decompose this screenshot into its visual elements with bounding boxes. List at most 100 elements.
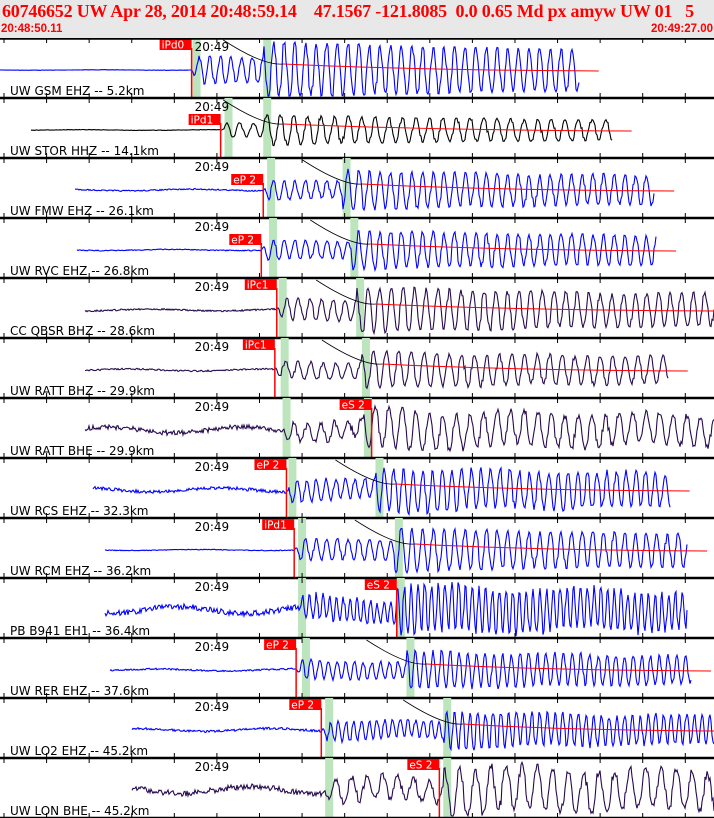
pick-label: eP 2 xyxy=(231,235,254,247)
phase-window-band xyxy=(263,38,272,98)
phase-window-band xyxy=(342,158,351,218)
tick-time-label: 20:49 xyxy=(195,760,230,774)
station-label: UW RCM EHZ -- 36.2km xyxy=(10,564,151,578)
waveform-line xyxy=(131,710,714,752)
pick-label-box xyxy=(159,39,192,50)
phase-window-band xyxy=(301,638,310,698)
waveform-line xyxy=(109,648,692,690)
trace-panel: 20:49 eS 2 UW RATT BHE -- 29.9km xyxy=(0,398,714,460)
tick-time-label: 20:49 xyxy=(195,280,230,294)
start-time: 20:48:50.11 xyxy=(1,23,63,35)
coda-fit-line xyxy=(376,303,714,312)
phase-window-band xyxy=(363,398,372,458)
station-label: UW RATT BHZ -- 29.9km xyxy=(10,384,155,398)
waveform-line xyxy=(131,760,714,818)
station-label: CC QBSR BHZ -- 28.6km xyxy=(10,324,155,338)
station-label: UW RATT BHE -- 29.9km xyxy=(10,444,154,458)
waveform-line xyxy=(92,466,671,517)
tick-time-label: 20:49 xyxy=(195,220,230,234)
pick-label: eP 2 xyxy=(266,640,289,652)
waveform-line xyxy=(84,286,714,336)
coda-fit-line xyxy=(414,543,708,552)
phase-window-band xyxy=(298,578,307,638)
phase-window-band xyxy=(224,98,233,158)
trace-panel: 20:49 iPc1 CC QBSR BHZ -- 28.6km xyxy=(0,278,714,340)
pick-label-box xyxy=(242,339,275,350)
pick-label-box xyxy=(262,519,295,530)
phase-window-band xyxy=(298,518,307,578)
event-title: 60746652 UW Apr 28, 2014 20:48:59.14 47.… xyxy=(2,1,694,21)
phase-window-band xyxy=(375,458,384,518)
station-label: UW RCS EHZ -- 32.3km xyxy=(10,504,149,518)
pick-label: eS 2 xyxy=(367,580,390,592)
coda-curve xyxy=(403,699,464,725)
phase-window-band xyxy=(443,758,452,818)
phase-window-band xyxy=(278,278,287,338)
tick-time-label: 20:49 xyxy=(195,460,230,474)
trace-panel: 20:49 eS 2 UW LON BHE -- 45.2km xyxy=(0,758,714,818)
tick-time-label: 20:49 xyxy=(195,640,230,654)
waveform-line xyxy=(0,40,580,98)
phase-window-band xyxy=(263,98,272,158)
coda-fit-line xyxy=(370,243,677,252)
phase-window-band xyxy=(325,758,334,818)
pick-label-box xyxy=(289,699,322,710)
pick-label: iPc1 xyxy=(245,340,267,352)
pick-label-box xyxy=(244,279,277,290)
phase-window-band xyxy=(396,578,405,638)
phase-window-band xyxy=(406,638,415,698)
trace-panel: 20:49 eS 2 PB B941 EH1 -- 36.4km xyxy=(0,578,714,640)
trace-panel: 20:49 iPd0 UW GSM EHZ -- 5.2km xyxy=(0,38,714,100)
phase-window-band xyxy=(288,458,297,518)
waveform-line xyxy=(75,168,655,212)
coda-curve xyxy=(223,39,284,65)
pick-label-box xyxy=(339,399,372,410)
station-label: PB B941 EH1 -- 36.4km xyxy=(10,624,150,638)
tick-time-label: 20:49 xyxy=(195,700,230,714)
pick-label-box xyxy=(254,459,287,470)
coda-curve xyxy=(310,219,371,245)
trace-panel: 20:49 eP 2 UW RER EHZ -- 37.6km xyxy=(0,638,714,700)
phase-window-band xyxy=(280,338,289,398)
waveform-line xyxy=(84,349,669,390)
coda-curve xyxy=(335,459,396,485)
waveform-line xyxy=(84,404,714,453)
trace-panel: 20:49 iPd1 UW RCM EHZ -- 36.2km xyxy=(0,518,714,580)
waveform-line xyxy=(76,229,657,273)
tick-time-label: 20:49 xyxy=(195,40,230,54)
station-label: UW LO2 EHZ -- 45.2km xyxy=(10,744,148,758)
tick-time-label: 20:49 xyxy=(195,160,230,174)
coda-fit-line xyxy=(381,363,688,372)
waveform-line xyxy=(30,113,613,147)
station-label: UW RER EHZ -- 37.6km xyxy=(10,684,149,698)
pick-label-box xyxy=(264,639,297,650)
phase-window-band xyxy=(356,278,365,338)
coda-fit-line xyxy=(283,123,632,132)
waveform-line xyxy=(104,526,688,575)
coda-curve xyxy=(321,339,382,365)
pick-label: eS 2 xyxy=(342,400,365,412)
trace-panel: 20:49 eP 2 UW LO2 EHZ -- 45.2km xyxy=(0,698,714,760)
coda-fit-line xyxy=(426,663,711,672)
pick-label-box xyxy=(407,759,440,770)
tick-time-label: 20:49 xyxy=(195,400,230,414)
tick-time-label: 20:49 xyxy=(195,580,230,594)
trace-panel: 20:49 eP 2 UW RCS EHZ -- 32.3km xyxy=(0,458,714,520)
pick-label-box xyxy=(229,234,262,245)
coda-fit-line xyxy=(395,483,690,492)
coda-curve xyxy=(223,99,284,125)
pick-label: eS 2 xyxy=(409,760,432,772)
coda-fit-line xyxy=(362,183,675,192)
coda-curve xyxy=(302,159,363,185)
station-label: UW GSM EHZ -- 5.2km xyxy=(10,84,144,98)
waveform-line xyxy=(104,582,688,637)
pick-label: iPd1 xyxy=(264,520,287,532)
station-label: UW RVC EHZ -- 26.8km xyxy=(10,264,149,278)
pick-label: iPd1 xyxy=(191,115,214,127)
phase-window-band xyxy=(350,218,359,278)
pick-label: eP 2 xyxy=(256,460,279,472)
pick-label-box xyxy=(364,579,397,590)
